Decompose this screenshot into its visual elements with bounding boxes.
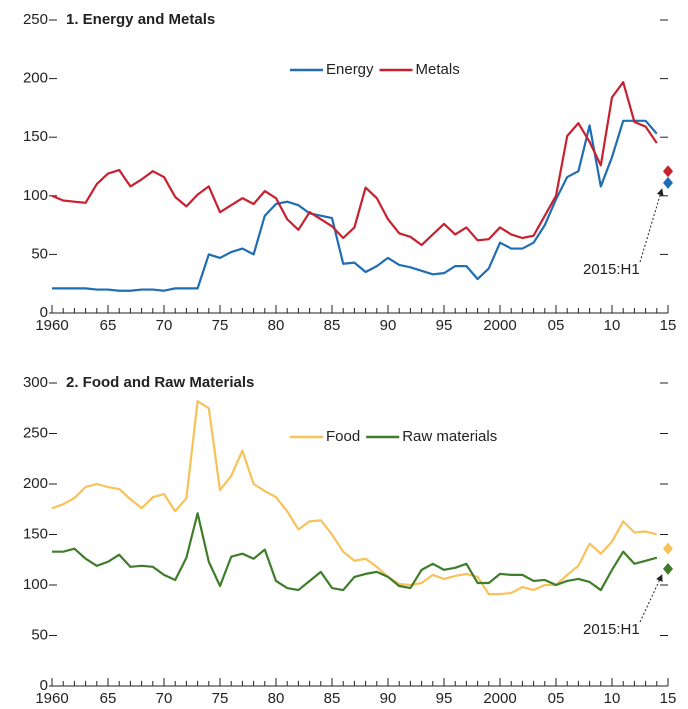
x-tick-label: 85 bbox=[324, 690, 341, 707]
x-tick-label: 15 bbox=[660, 317, 677, 334]
x-tick-label: 80 bbox=[268, 317, 285, 334]
x-tick-label: 85 bbox=[324, 317, 341, 334]
legend-label: Raw materials bbox=[402, 428, 497, 445]
y-tick-label: 150 bbox=[23, 525, 48, 542]
annotation: 2015:H1 bbox=[583, 261, 640, 278]
x-tick-label: 15 bbox=[660, 690, 677, 707]
x-tick-label: 1960 bbox=[35, 690, 68, 707]
y-tick-label: 0 bbox=[40, 304, 48, 321]
y-tick-label: 50 bbox=[31, 245, 48, 262]
series-line bbox=[52, 512, 658, 592]
h1-marker bbox=[663, 562, 673, 575]
y-tick-label: 100 bbox=[23, 576, 48, 593]
y-tick-label: 150 bbox=[23, 128, 48, 145]
x-tick-label: 70 bbox=[156, 317, 173, 334]
x-tick-label: 80 bbox=[268, 690, 285, 707]
x-tick-label: 90 bbox=[380, 690, 397, 707]
h1-marker bbox=[663, 176, 673, 189]
annotation: 2015:H1 bbox=[583, 621, 640, 638]
x-tick-label: 10 bbox=[604, 690, 621, 707]
x-tick-label: 90 bbox=[380, 317, 397, 334]
series-line bbox=[52, 119, 658, 292]
chart-title: 1. Energy and Metals bbox=[66, 11, 215, 28]
annotation-arrow bbox=[639, 188, 664, 263]
x-tick-label: 95 bbox=[436, 690, 453, 707]
x-tick-label: 2000 bbox=[483, 317, 516, 334]
x-tick-label: 70 bbox=[156, 690, 173, 707]
x-tick-label: 75 bbox=[212, 690, 229, 707]
annotation-arrow bbox=[639, 574, 663, 623]
h1-marker bbox=[663, 165, 673, 178]
h1-marker bbox=[663, 542, 673, 555]
y-tick-label: 250 bbox=[23, 424, 48, 441]
x-tick-label: 65 bbox=[100, 690, 117, 707]
x-tick-label: 10 bbox=[604, 317, 621, 334]
x-tick-label: 05 bbox=[548, 317, 565, 334]
y-tick-label: 100 bbox=[23, 187, 48, 204]
x-tick-label: 95 bbox=[436, 317, 453, 334]
y-tick-label: 0 bbox=[40, 677, 48, 694]
x-tick-label: 05 bbox=[548, 690, 565, 707]
y-tick-label: 250 bbox=[23, 11, 48, 28]
chart-title: 2. Food and Raw Materials bbox=[66, 374, 254, 391]
x-tick-label: 1960 bbox=[35, 317, 68, 334]
legend-label: Metals bbox=[416, 61, 460, 78]
y-tick-label: 300 bbox=[23, 374, 48, 391]
x-tick-label: 65 bbox=[100, 317, 117, 334]
legend-label: Food bbox=[326, 428, 360, 445]
y-tick-label: 200 bbox=[23, 475, 48, 492]
y-tick-label: 200 bbox=[23, 70, 48, 87]
series-line bbox=[51, 81, 658, 247]
x-tick-label: 75 bbox=[212, 317, 229, 334]
legend-label: Energy bbox=[326, 61, 374, 78]
y-tick-label: 50 bbox=[31, 626, 48, 643]
x-tick-label: 2000 bbox=[483, 690, 516, 707]
